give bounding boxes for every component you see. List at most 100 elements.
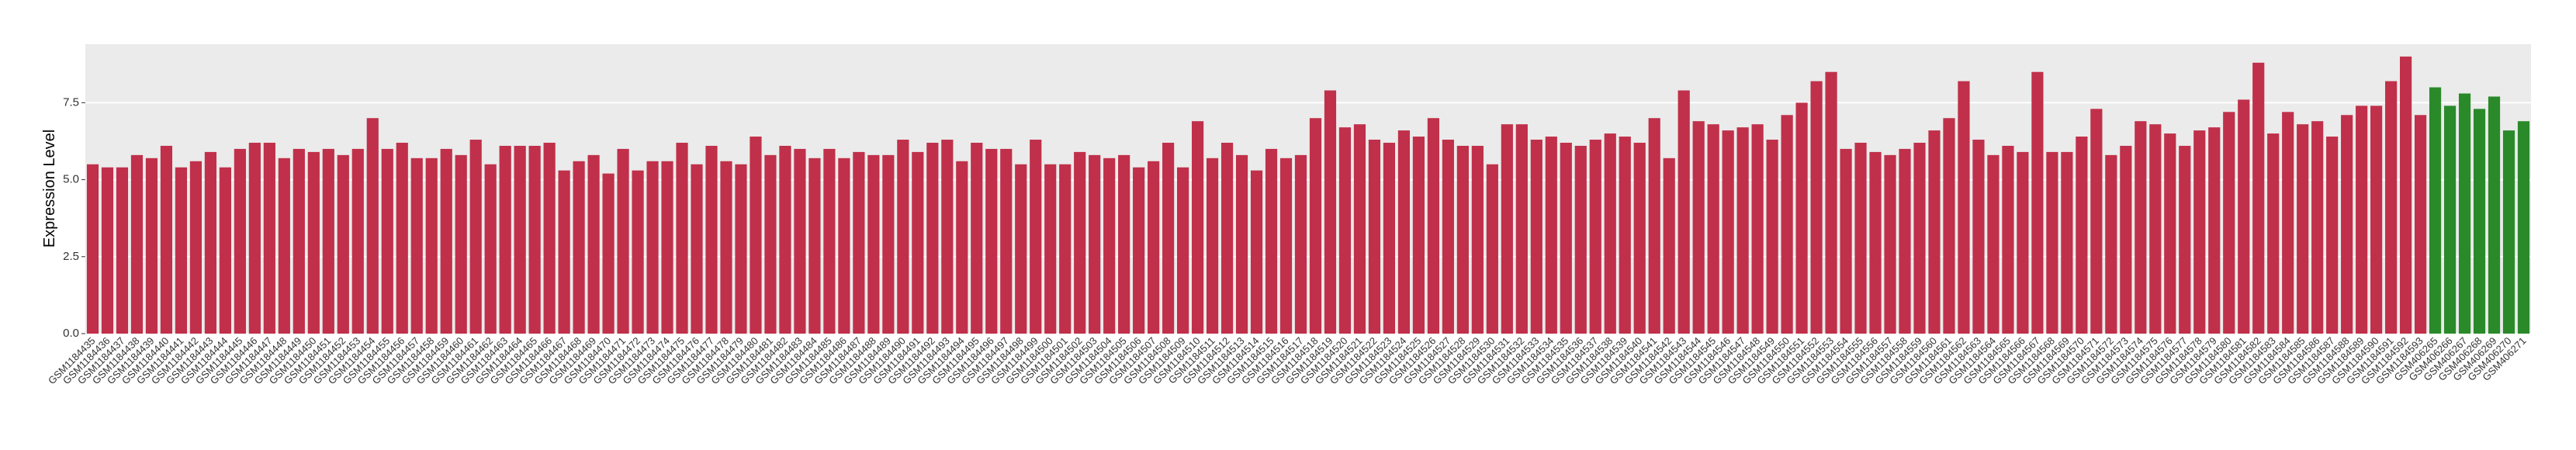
bar	[145, 158, 158, 334]
bar	[1928, 130, 1941, 334]
bar	[1913, 142, 1926, 334]
bar	[823, 148, 836, 334]
bar	[293, 148, 305, 334]
bar	[1191, 121, 1204, 334]
bar	[1148, 161, 1160, 334]
bar	[1442, 140, 1454, 334]
bar	[130, 154, 144, 334]
bar	[602, 173, 615, 334]
bar	[2517, 121, 2530, 334]
bar	[882, 154, 895, 334]
bar	[558, 170, 570, 334]
bar	[779, 145, 791, 334]
bar	[897, 140, 909, 334]
bar	[337, 154, 349, 334]
bar	[278, 158, 290, 334]
bar	[617, 148, 629, 334]
bar	[101, 167, 114, 334]
bar	[956, 161, 968, 334]
bar	[1604, 133, 1616, 334]
bar	[2031, 71, 2044, 334]
bar	[1412, 137, 1425, 334]
y-tick-label: 7.5	[63, 95, 79, 109]
bar	[160, 145, 173, 334]
bar	[1383, 142, 1396, 334]
bar	[1633, 142, 1646, 334]
bar	[2429, 87, 2442, 334]
bar	[2297, 124, 2309, 334]
bar	[971, 142, 983, 334]
bar	[1840, 148, 1852, 334]
bar	[705, 145, 718, 334]
bar	[2193, 130, 2206, 334]
bar	[1501, 124, 1513, 334]
bar	[2076, 137, 2088, 334]
bar	[381, 148, 393, 334]
bar	[632, 170, 644, 334]
bar	[2090, 109, 2103, 334]
bar	[2208, 127, 2221, 334]
bar	[1265, 148, 1278, 334]
bar	[1736, 127, 1749, 334]
bar	[455, 154, 467, 334]
bar	[1545, 137, 1557, 334]
bar	[351, 148, 364, 334]
bar	[204, 151, 216, 334]
bar	[189, 161, 203, 334]
bar	[1206, 158, 1219, 334]
bar	[1397, 130, 1411, 334]
bar	[1118, 154, 1130, 334]
bar	[691, 164, 703, 334]
bar	[1854, 142, 1867, 334]
bar	[1338, 127, 1352, 334]
bar	[2370, 106, 2383, 334]
bar	[764, 154, 777, 334]
bar	[366, 118, 379, 334]
bar	[2443, 106, 2457, 334]
bar	[1000, 148, 1013, 334]
bar	[2046, 151, 2058, 334]
bar	[1781, 115, 1793, 334]
bar	[484, 164, 497, 334]
bar	[985, 148, 998, 334]
bar	[1486, 164, 1498, 334]
bar	[1810, 81, 1823, 334]
bar	[1133, 167, 1145, 334]
y-tick-label: 0.0	[63, 327, 79, 340]
bar	[676, 142, 688, 334]
bar	[1958, 81, 1970, 334]
bar	[2061, 151, 2073, 334]
bar	[2282, 112, 2294, 334]
bar	[1368, 140, 1381, 334]
bar	[1030, 140, 1042, 334]
bar	[1456, 145, 1469, 334]
y-axis-title: Expression Level	[41, 130, 58, 248]
bar	[1869, 151, 1882, 334]
bar	[867, 154, 880, 334]
bar	[1279, 158, 1293, 334]
bar	[2002, 145, 2014, 334]
bar	[941, 140, 954, 334]
bar	[2341, 115, 2353, 334]
bar	[469, 140, 482, 334]
bar	[573, 161, 585, 334]
bar	[175, 167, 188, 334]
bar	[926, 142, 939, 334]
bar	[2311, 121, 2324, 334]
bar	[425, 158, 438, 334]
bar	[2502, 130, 2515, 334]
bar	[1074, 151, 1086, 334]
bar	[1177, 167, 1189, 334]
bar	[2414, 115, 2427, 334]
bar	[1250, 170, 1263, 334]
bar	[1471, 145, 1484, 334]
bar	[838, 158, 850, 334]
bar	[1530, 140, 1542, 334]
bar	[1825, 71, 1837, 334]
bar	[1692, 121, 1705, 334]
y-tick-label: 5.0	[63, 173, 79, 186]
y-tick-label: 2.5	[63, 250, 79, 263]
bar	[2488, 96, 2501, 334]
bar	[661, 161, 673, 334]
